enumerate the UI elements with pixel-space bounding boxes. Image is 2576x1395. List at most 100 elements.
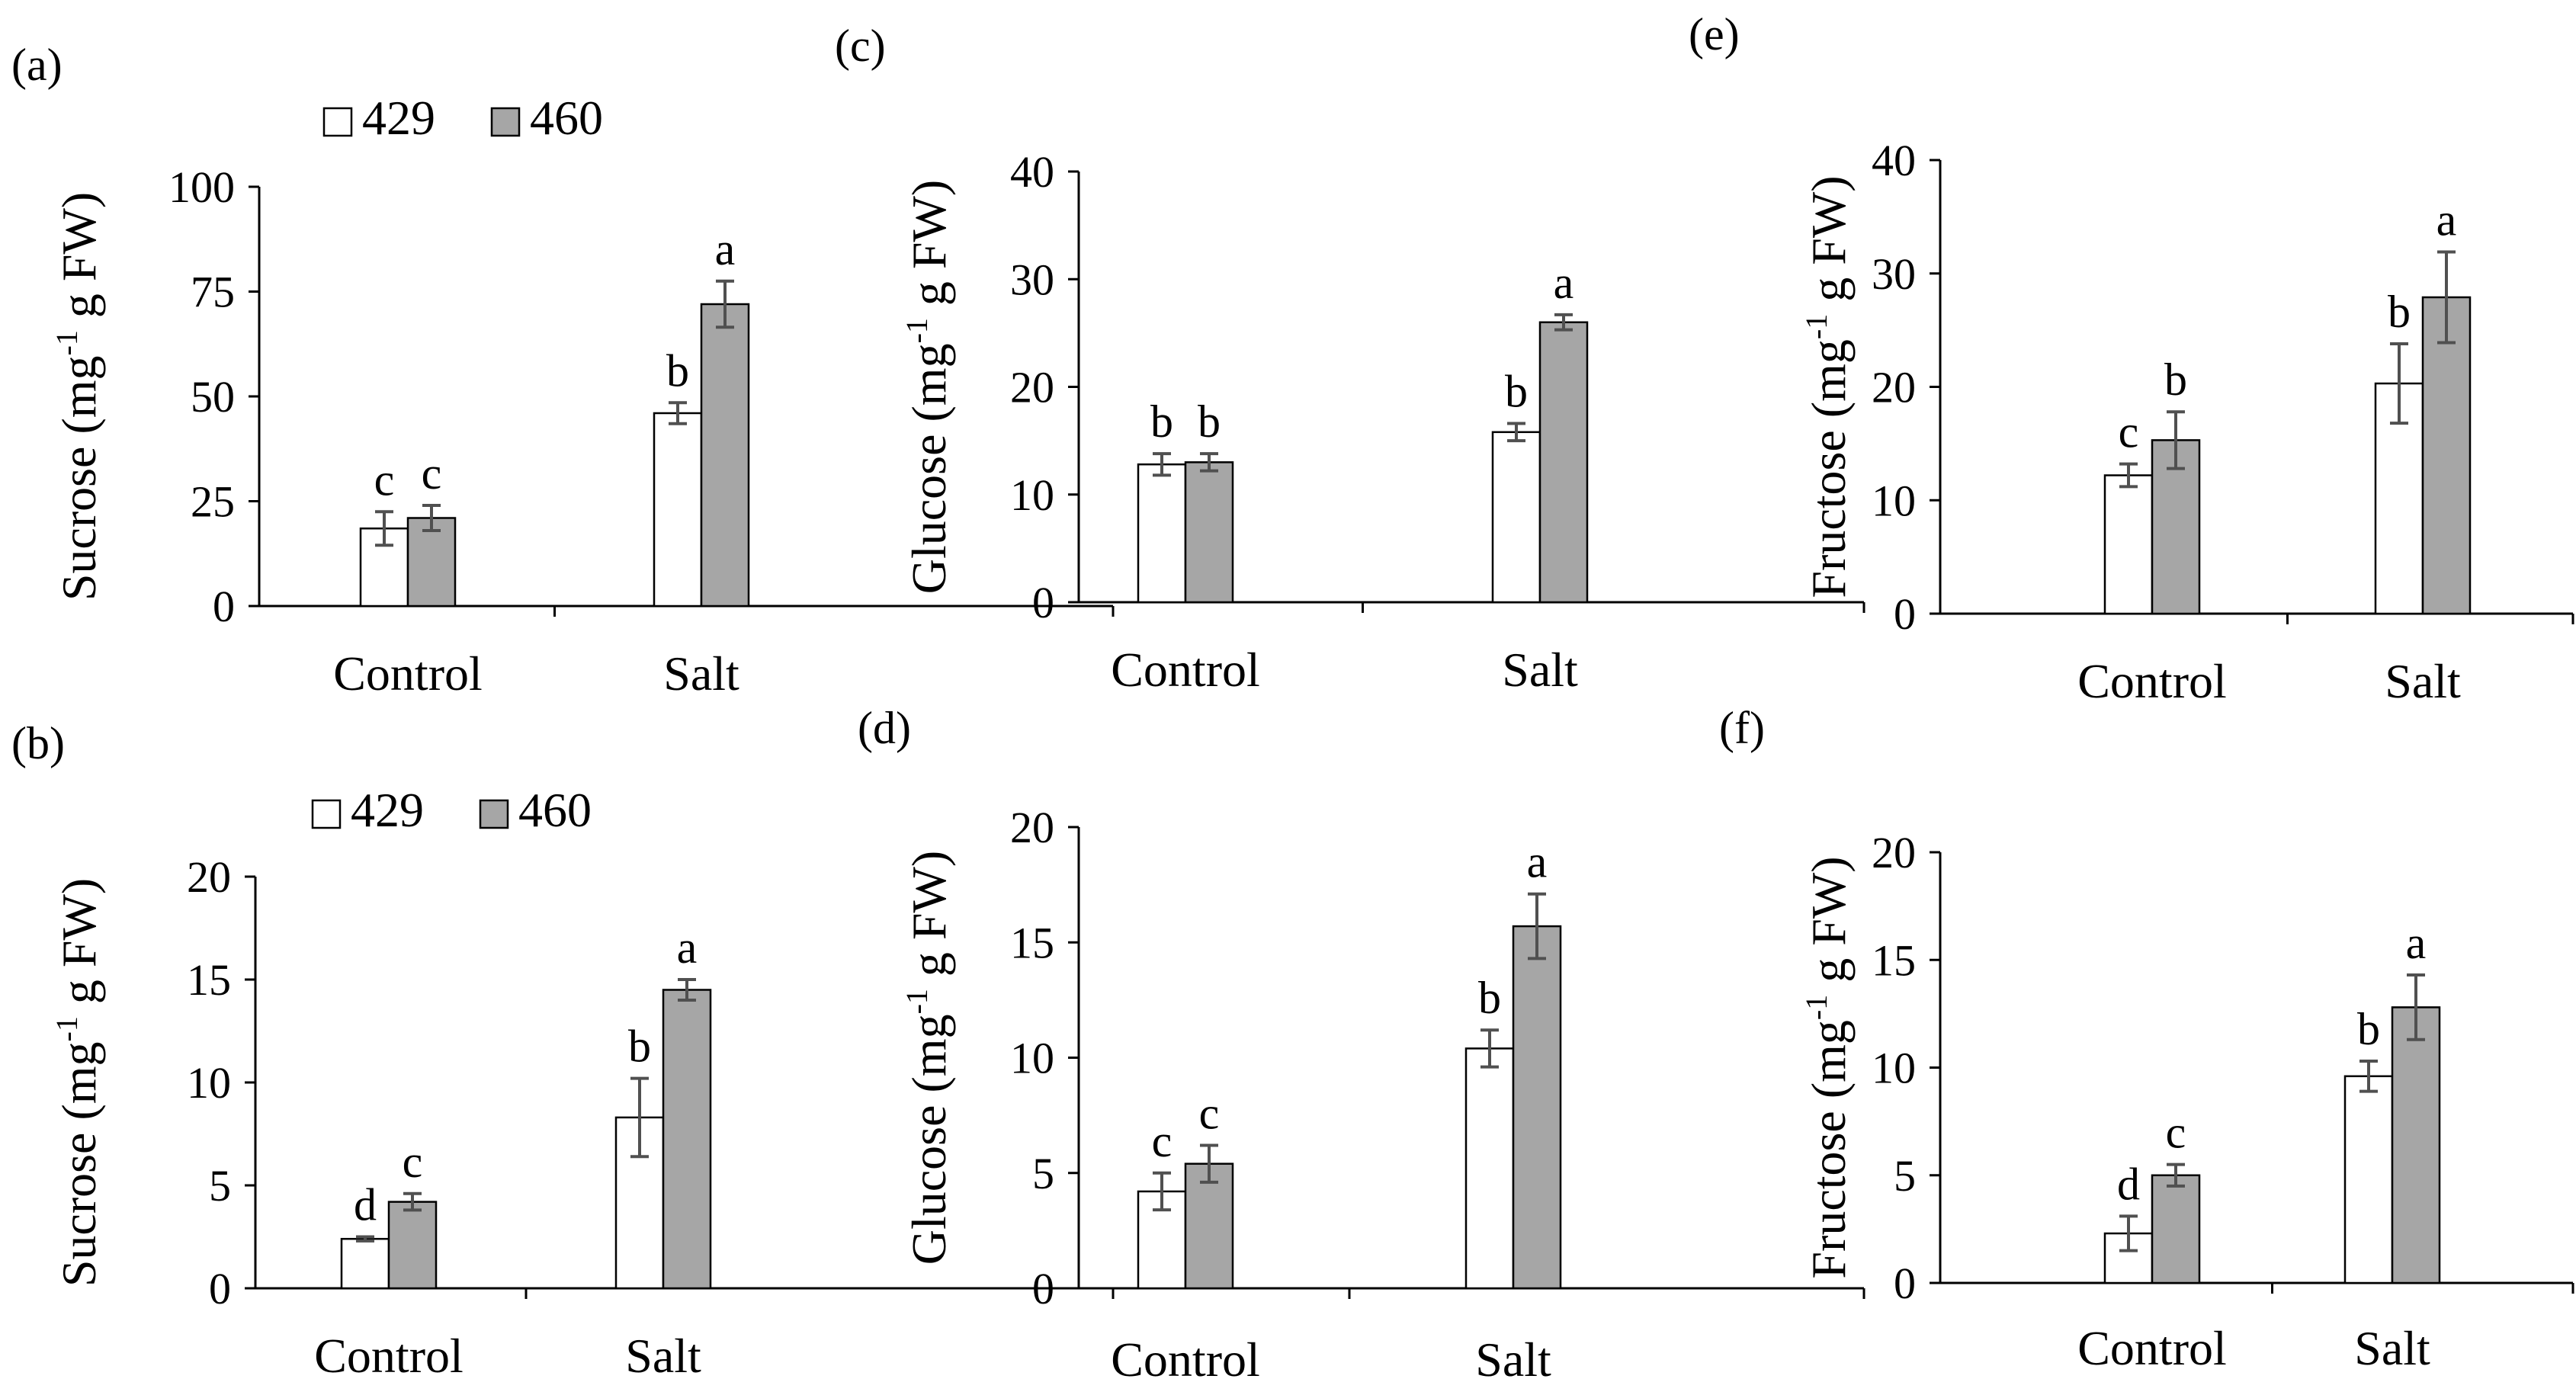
- y-tick-label: 20: [1872, 363, 1916, 412]
- y-tick-label: 25: [191, 477, 235, 527]
- y-axis-label: Sucrose (mg-1 g FW): [50, 192, 106, 601]
- y-tick-label: 5: [1894, 1151, 1916, 1201]
- significance-letter: b: [1478, 973, 1501, 1023]
- bar-460-control: [1184, 1162, 1234, 1290]
- y-tick-label: 10: [187, 1058, 231, 1108]
- y-axis-label-sup: -1: [50, 330, 84, 355]
- y-axis-label-sup: -1: [900, 318, 934, 343]
- bar-429-control: [2103, 474, 2154, 615]
- significance-letter: d: [354, 1180, 377, 1230]
- y-tick-label: 40: [1010, 147, 1054, 197]
- y-axis-label-rest: g FW): [52, 192, 106, 330]
- category-label: Control: [314, 1329, 464, 1383]
- significance-letter: b: [1505, 367, 1528, 417]
- legend-label: 429: [362, 91, 435, 145]
- bar-460-salt: [700, 303, 750, 608]
- panel-f: (f) 0 5 10 15 20 Fructose (mg-1 g FW) dc Control…: [1719, 703, 2574, 1375]
- category-label: Control: [2077, 654, 2227, 708]
- y-axis-label-main: Fructose (mg: [1801, 1020, 1856, 1279]
- y-axis-label-main: Sucrose (mg: [52, 355, 106, 601]
- y-axis-label-main: Glucose (mg: [902, 343, 956, 594]
- bar-460-control: [387, 1201, 438, 1290]
- significance-letter: a: [1554, 258, 1574, 308]
- y-tick-label: 0: [1894, 589, 1916, 639]
- y-tick-label: 20: [1010, 363, 1054, 412]
- panel-label: (c): [835, 21, 886, 71]
- legend-label: 460: [530, 91, 603, 145]
- panel-label: (d): [858, 703, 911, 753]
- y-axis-label-rest: g FW): [1801, 175, 1856, 313]
- legend-swatch-429: [322, 107, 353, 137]
- y-tick-label: 10: [1010, 470, 1054, 520]
- category-label: Control: [333, 646, 483, 701]
- significance-letter: c: [2166, 1108, 2186, 1158]
- y-tick-label: 5: [1032, 1149, 1054, 1198]
- y-axis-label-sup: -1: [1799, 314, 1833, 339]
- bar-429-control: [1137, 463, 1187, 604]
- significance-letter: b: [1150, 396, 1173, 447]
- y-axis-label-main: Sucrose (mg: [52, 1041, 106, 1287]
- y-axis-label-rest: g FW): [52, 878, 106, 1016]
- significance-letter: c: [1152, 1116, 1173, 1166]
- bar-460-control: [1184, 461, 1234, 604]
- y-tick-label: 5: [209, 1161, 231, 1211]
- panel-label: (f): [1719, 703, 1765, 753]
- bar-429-salt: [1464, 1047, 1515, 1290]
- y-tick-label: 100: [168, 162, 235, 212]
- y-tick-label: 20: [1872, 828, 1916, 877]
- significance-letter: a: [715, 224, 736, 274]
- y-tick-label: 20: [187, 852, 231, 902]
- panel-label: (e): [1689, 9, 1740, 59]
- bar-460-salt: [1512, 925, 1562, 1290]
- significance-letter: b: [2388, 287, 2411, 337]
- y-axis-label: Glucose (mg-1 g FW): [900, 180, 956, 594]
- legend-label: 460: [518, 783, 592, 837]
- legend-swatch-460: [479, 799, 509, 829]
- y-tick-label: 15: [1010, 918, 1054, 967]
- significance-letter: a: [677, 922, 698, 973]
- y-axis-label-rest: g FW): [902, 851, 956, 989]
- significance-letter: b: [1198, 396, 1221, 447]
- y-tick-label: 10: [1872, 1044, 1916, 1093]
- y-tick-label: 0: [1894, 1259, 1916, 1308]
- category-label: Salt: [663, 646, 739, 701]
- y-tick-label: 10: [1010, 1034, 1054, 1083]
- legend-swatch-429: [311, 799, 342, 829]
- y-axis-label-rest: g FW): [1801, 856, 1856, 994]
- bar-460-salt: [2421, 296, 2472, 615]
- significance-letter: c: [403, 1137, 423, 1187]
- y-tick-label: 15: [1872, 935, 1916, 985]
- panel-label: (b): [11, 718, 65, 768]
- significance-letter: c: [1199, 1088, 1220, 1138]
- y-tick-label: 15: [187, 955, 231, 1005]
- bar-429-control: [340, 1237, 390, 1290]
- y-tick-label: 20: [1010, 803, 1054, 852]
- bar-460-salt: [1538, 321, 1589, 604]
- y-tick-label: 75: [191, 268, 235, 317]
- significance-letter: a: [2436, 194, 2457, 245]
- category-label: Salt: [625, 1329, 701, 1383]
- y-axis-label: Fructose (mg-1 g FW): [1799, 175, 1856, 598]
- y-axis-label-main: Fructose (mg: [1801, 339, 1856, 598]
- y-tick-label: 0: [209, 1264, 231, 1313]
- legend-label: 429: [351, 783, 424, 837]
- category-label: Salt: [2354, 1321, 2430, 1375]
- legend: 429 460: [311, 783, 592, 837]
- category-label: Salt: [1502, 643, 1578, 697]
- legend-swatch-460: [490, 107, 521, 137]
- bar-429-salt: [1491, 431, 1541, 604]
- bar-429-salt: [2343, 1075, 2394, 1284]
- y-axis-label: Fructose (mg-1 g FW): [1799, 856, 1856, 1278]
- bar-460-salt: [662, 989, 712, 1290]
- significance-letter: a: [2406, 918, 2427, 968]
- category-label: Control: [2077, 1321, 2227, 1375]
- y-tick-label: 10: [1872, 476, 1916, 525]
- category-label: Salt: [1475, 1332, 1551, 1387]
- y-tick-label: 0: [1032, 1264, 1054, 1313]
- y-tick-label: 0: [1032, 578, 1054, 627]
